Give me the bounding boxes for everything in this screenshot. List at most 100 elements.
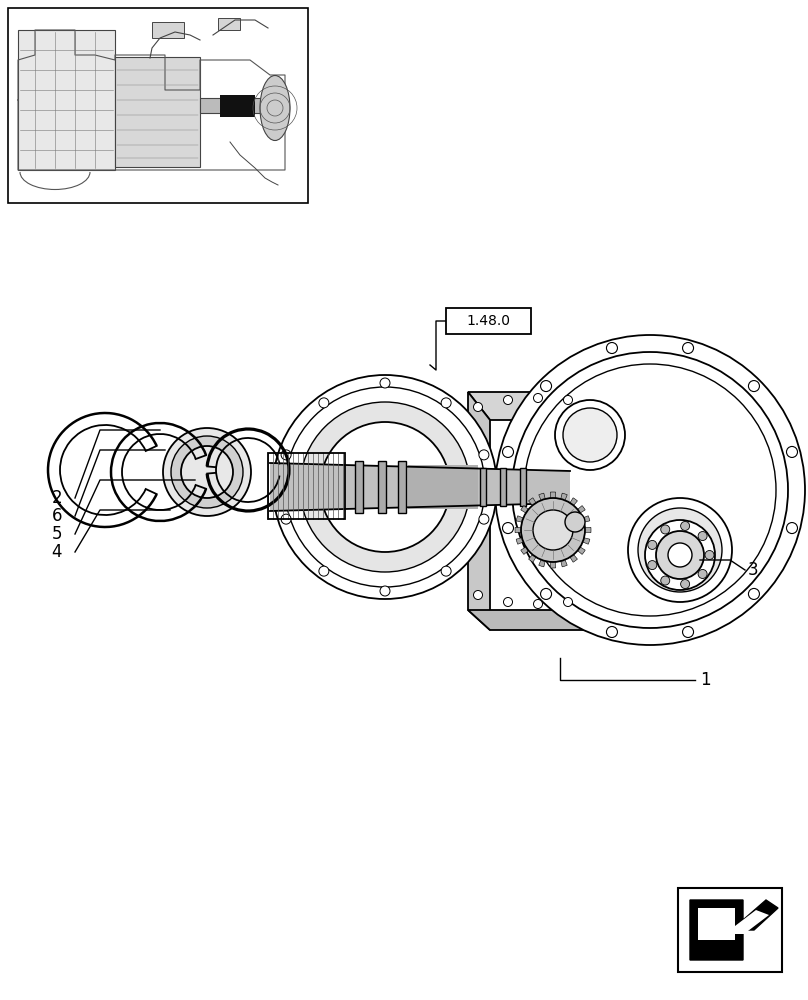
Text: 1.48.0: 1.48.0 <box>466 314 511 328</box>
Circle shape <box>563 395 573 404</box>
Wedge shape <box>521 506 531 515</box>
Circle shape <box>786 446 797 457</box>
Circle shape <box>680 521 689 530</box>
Circle shape <box>628 498 732 602</box>
Circle shape <box>300 402 470 572</box>
Text: 1: 1 <box>700 671 710 689</box>
Circle shape <box>661 576 670 585</box>
Circle shape <box>441 566 451 576</box>
Bar <box>500 468 506 506</box>
Bar <box>8 8 308 203</box>
Circle shape <box>680 580 689 589</box>
Circle shape <box>645 520 715 590</box>
Circle shape <box>565 512 585 532</box>
Circle shape <box>748 588 760 599</box>
Circle shape <box>503 597 512 606</box>
Polygon shape <box>468 392 490 630</box>
Circle shape <box>473 402 482 412</box>
Bar <box>218 18 240 30</box>
Bar <box>678 888 782 972</box>
Wedge shape <box>575 506 585 515</box>
Wedge shape <box>568 498 578 508</box>
Circle shape <box>285 387 485 587</box>
Bar <box>220 95 255 117</box>
Polygon shape <box>690 900 778 960</box>
Circle shape <box>479 514 489 524</box>
Wedge shape <box>580 537 590 544</box>
Bar <box>480 468 486 506</box>
Circle shape <box>473 590 482 599</box>
Circle shape <box>320 422 450 552</box>
Bar <box>152 22 184 38</box>
Wedge shape <box>528 498 537 508</box>
Bar <box>520 468 526 506</box>
Circle shape <box>380 378 390 388</box>
Circle shape <box>683 626 693 637</box>
Wedge shape <box>539 493 546 503</box>
Circle shape <box>607 626 617 637</box>
Circle shape <box>607 343 617 354</box>
Polygon shape <box>590 392 615 630</box>
Circle shape <box>495 335 805 645</box>
Circle shape <box>479 450 489 460</box>
Circle shape <box>441 398 451 408</box>
Bar <box>690 940 743 960</box>
Bar <box>200 98 265 113</box>
Circle shape <box>273 375 497 599</box>
Circle shape <box>698 569 707 578</box>
Circle shape <box>512 352 788 628</box>
Circle shape <box>319 566 329 576</box>
Text: 2: 2 <box>52 489 62 507</box>
Circle shape <box>661 525 670 534</box>
Bar <box>115 57 200 167</box>
Circle shape <box>683 343 693 354</box>
Bar <box>408 465 478 509</box>
Circle shape <box>648 561 657 570</box>
Circle shape <box>524 364 776 616</box>
Circle shape <box>698 532 707 541</box>
Circle shape <box>319 398 329 408</box>
Polygon shape <box>270 463 570 511</box>
Circle shape <box>705 550 714 560</box>
Text: 3: 3 <box>748 561 759 579</box>
Wedge shape <box>521 545 531 554</box>
Wedge shape <box>516 537 526 544</box>
Circle shape <box>533 599 542 608</box>
Circle shape <box>648 540 657 549</box>
Circle shape <box>563 597 573 606</box>
Circle shape <box>555 400 625 470</box>
Bar <box>398 461 406 513</box>
Circle shape <box>668 543 692 567</box>
Circle shape <box>503 446 514 457</box>
Circle shape <box>638 508 722 592</box>
Wedge shape <box>550 492 556 501</box>
Wedge shape <box>539 557 546 567</box>
Bar <box>268 453 345 519</box>
Wedge shape <box>560 493 567 503</box>
Circle shape <box>503 523 514 534</box>
Circle shape <box>171 436 243 508</box>
Circle shape <box>541 588 552 599</box>
Circle shape <box>281 514 291 524</box>
Wedge shape <box>568 552 578 562</box>
Wedge shape <box>580 516 590 523</box>
Wedge shape <box>528 552 537 562</box>
Text: 5: 5 <box>52 525 62 543</box>
Wedge shape <box>560 557 567 567</box>
Circle shape <box>281 450 291 460</box>
Wedge shape <box>582 527 591 533</box>
Text: 4: 4 <box>52 543 62 561</box>
Wedge shape <box>516 516 526 523</box>
Circle shape <box>503 395 512 404</box>
Circle shape <box>181 446 233 498</box>
Circle shape <box>786 523 797 534</box>
Polygon shape <box>698 908 769 953</box>
Bar <box>18 30 115 170</box>
Wedge shape <box>575 545 585 554</box>
Bar <box>446 308 531 334</box>
Bar <box>355 461 363 513</box>
Circle shape <box>380 586 390 596</box>
Circle shape <box>656 531 704 579</box>
Circle shape <box>521 498 585 562</box>
Circle shape <box>563 408 617 462</box>
